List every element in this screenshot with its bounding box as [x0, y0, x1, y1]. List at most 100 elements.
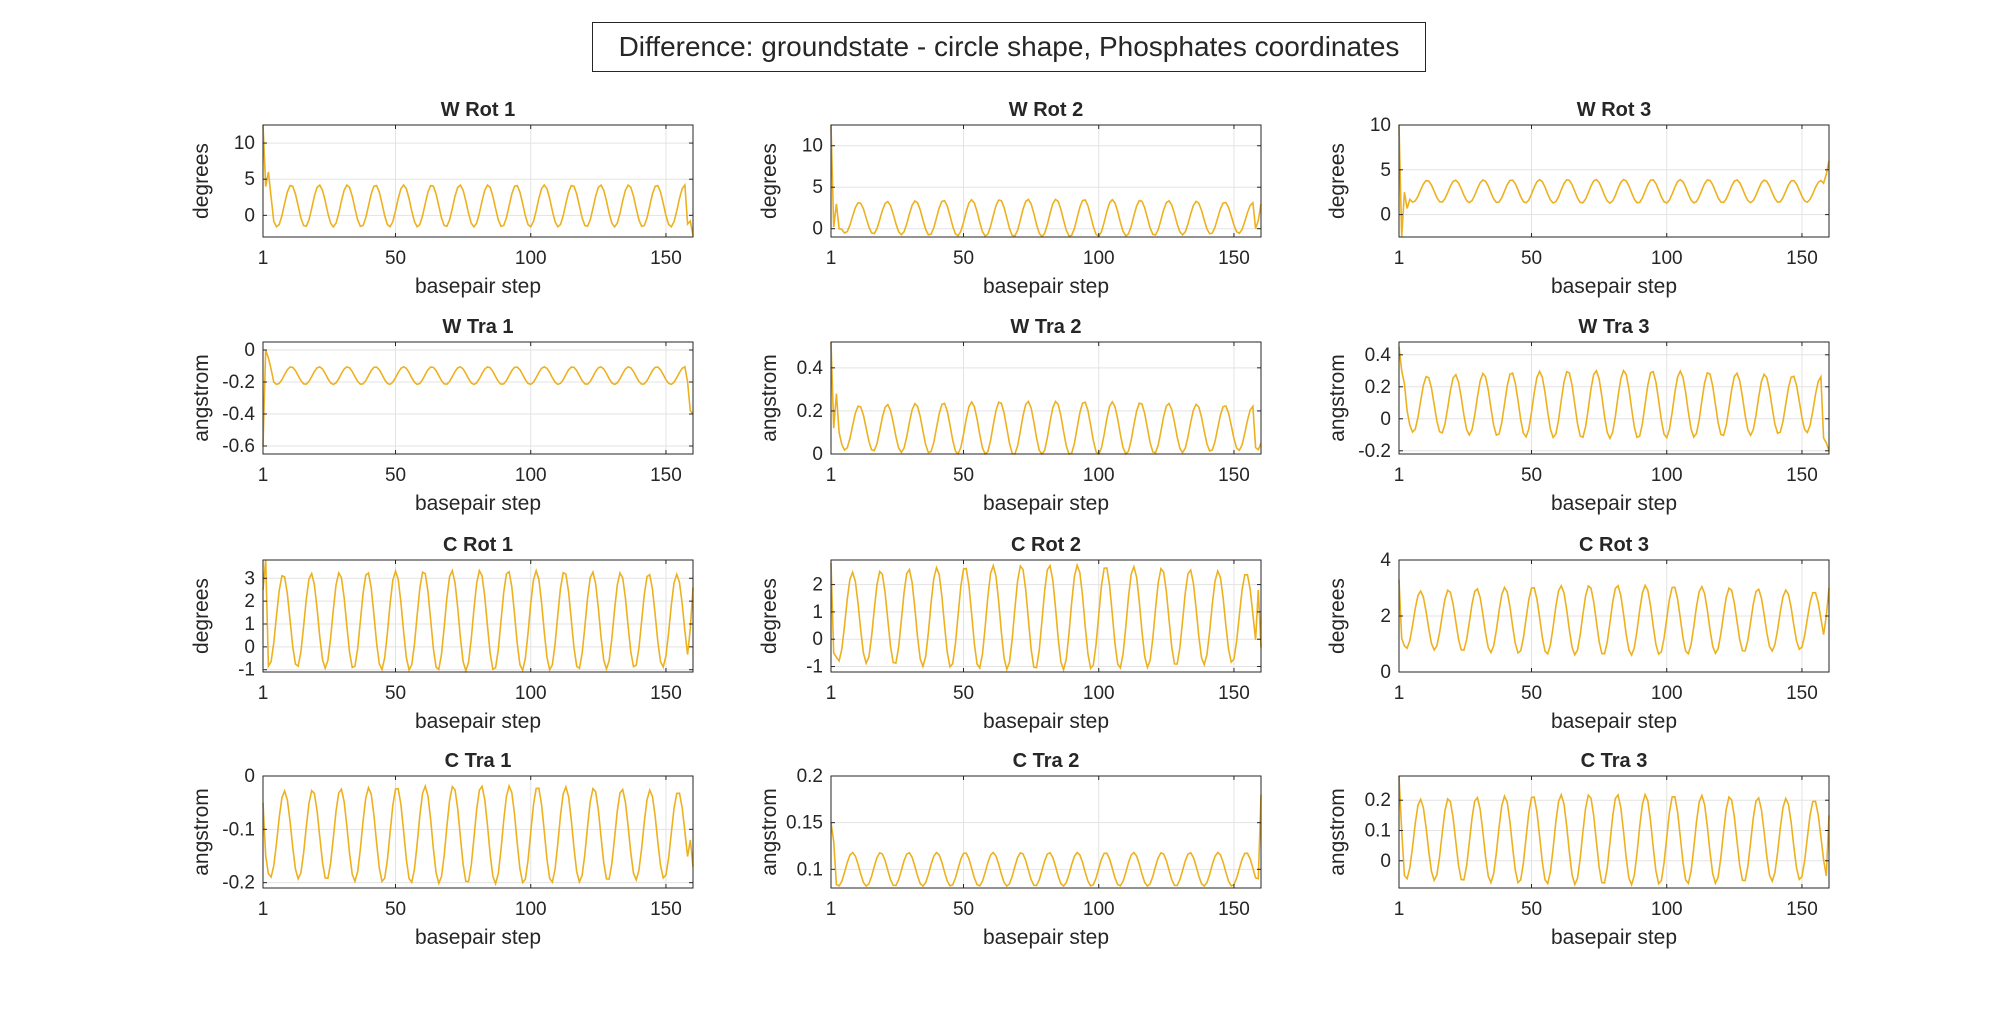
y-tick-label: 0: [812, 219, 823, 240]
y-tick-label: -0.2: [222, 372, 255, 393]
subplot-title: W Tra 1: [442, 316, 513, 338]
subplot-title: W Tra 2: [1010, 316, 1081, 338]
y-tick-label: 0: [244, 766, 255, 787]
x-tick-label: 1: [1394, 899, 1405, 920]
subplot-title: C Rot 1: [443, 534, 513, 556]
x-tick-label: 100: [1083, 683, 1115, 704]
axes-box: [262, 559, 694, 673]
x-tick-label: 1: [826, 683, 837, 704]
y-axis-label: angstrom: [758, 354, 781, 442]
axes-box: [830, 341, 1262, 455]
x-tick-label: 100: [1083, 248, 1115, 269]
x-tick-label: 1: [1394, 465, 1405, 486]
subplot-title: W Rot 1: [441, 99, 515, 121]
y-tick-label: 2: [812, 575, 823, 596]
subplot-title: W Tra 3: [1578, 316, 1649, 338]
x-tick-label: 150: [650, 248, 682, 269]
y-tick-label: -0.6: [222, 436, 255, 457]
axes-box: [1398, 341, 1830, 455]
x-axis-label: basepair step: [983, 275, 1109, 298]
axes-background: [1399, 342, 1829, 454]
x-tick-label: 100: [515, 683, 547, 704]
x-tick-label: 1: [826, 465, 837, 486]
x-axis-label: basepair step: [1551, 926, 1677, 949]
x-axis-label: basepair step: [415, 926, 541, 949]
y-tick-label: -0.4: [222, 404, 255, 425]
series-line: [262, 349, 694, 447]
y-tick-label: 0: [1380, 851, 1391, 872]
y-tick-label: 0.2: [1365, 790, 1391, 811]
x-tick-label: 50: [385, 683, 406, 704]
subplot-title: C Tra 2: [1013, 750, 1080, 772]
x-tick-label: 150: [1218, 465, 1250, 486]
series-line: [830, 562, 1262, 673]
y-tick-label: -0.2: [222, 873, 255, 894]
x-tick-label: 150: [1218, 899, 1250, 920]
axes-background: [831, 776, 1261, 888]
series-line: [830, 794, 1262, 888]
x-tick-label: 150: [1786, 465, 1818, 486]
x-axis-label: basepair step: [415, 710, 541, 733]
x-axis-label: basepair step: [1551, 492, 1677, 515]
x-tick-label: 100: [1651, 683, 1683, 704]
axes-box: [830, 124, 1262, 238]
series-line: [830, 124, 1262, 238]
x-tick-label: 150: [1786, 683, 1818, 704]
y-tick-label: 1: [812, 602, 823, 623]
y-tick-label: 1: [244, 614, 255, 635]
x-tick-label: 1: [1394, 248, 1405, 269]
axes-box: [1398, 775, 1830, 889]
y-axis-label: degrees: [190, 143, 213, 219]
x-tick-label: 150: [1786, 248, 1818, 269]
y-tick-label: 0: [812, 629, 823, 650]
series-line: [262, 124, 694, 236]
series-line: [1398, 579, 1830, 658]
y-tick-label: 0.2: [1365, 377, 1391, 398]
x-tick-label: 100: [515, 899, 547, 920]
y-tick-label: 0.15: [786, 813, 823, 834]
y-tick-label: 0.2: [797, 766, 823, 787]
x-tick-label: 1: [826, 899, 837, 920]
x-axis-label: basepair step: [415, 275, 541, 298]
figure-title-text: Difference: groundstate - circle shape, …: [618, 31, 1400, 62]
x-tick-label: 50: [953, 465, 974, 486]
x-tick-label: 150: [1218, 683, 1250, 704]
x-axis-label: basepair step: [983, 492, 1109, 515]
x-tick-label: 100: [515, 248, 547, 269]
x-tick-label: 50: [1521, 683, 1542, 704]
x-tick-label: 50: [953, 683, 974, 704]
series-line: [1398, 775, 1830, 888]
x-axis-label: basepair step: [983, 926, 1109, 949]
subplot-title: C Tra 3: [1581, 750, 1648, 772]
y-tick-label: 0: [1380, 409, 1391, 430]
y-axis-label: degrees: [1326, 143, 1349, 219]
x-axis-label: basepair step: [1551, 275, 1677, 298]
y-axis-label: degrees: [1326, 578, 1349, 654]
axes-box: [262, 775, 694, 889]
y-axis-label: angstrom: [758, 788, 781, 876]
y-axis-label: degrees: [758, 143, 781, 219]
y-tick-label: 0: [812, 444, 823, 465]
x-tick-label: 1: [258, 899, 269, 920]
x-tick-label: 150: [1786, 899, 1818, 920]
y-tick-label: 0.4: [797, 358, 824, 379]
x-tick-label: 1: [258, 683, 269, 704]
x-tick-label: 50: [953, 899, 974, 920]
y-tick-label: -0.1: [222, 819, 255, 840]
x-tick-label: 150: [650, 465, 682, 486]
x-tick-label: 100: [1651, 899, 1683, 920]
subplot-title: C Rot 3: [1579, 534, 1649, 556]
y-tick-label: 5: [812, 177, 823, 198]
x-tick-label: 1: [258, 465, 269, 486]
series-line: [262, 783, 694, 887]
